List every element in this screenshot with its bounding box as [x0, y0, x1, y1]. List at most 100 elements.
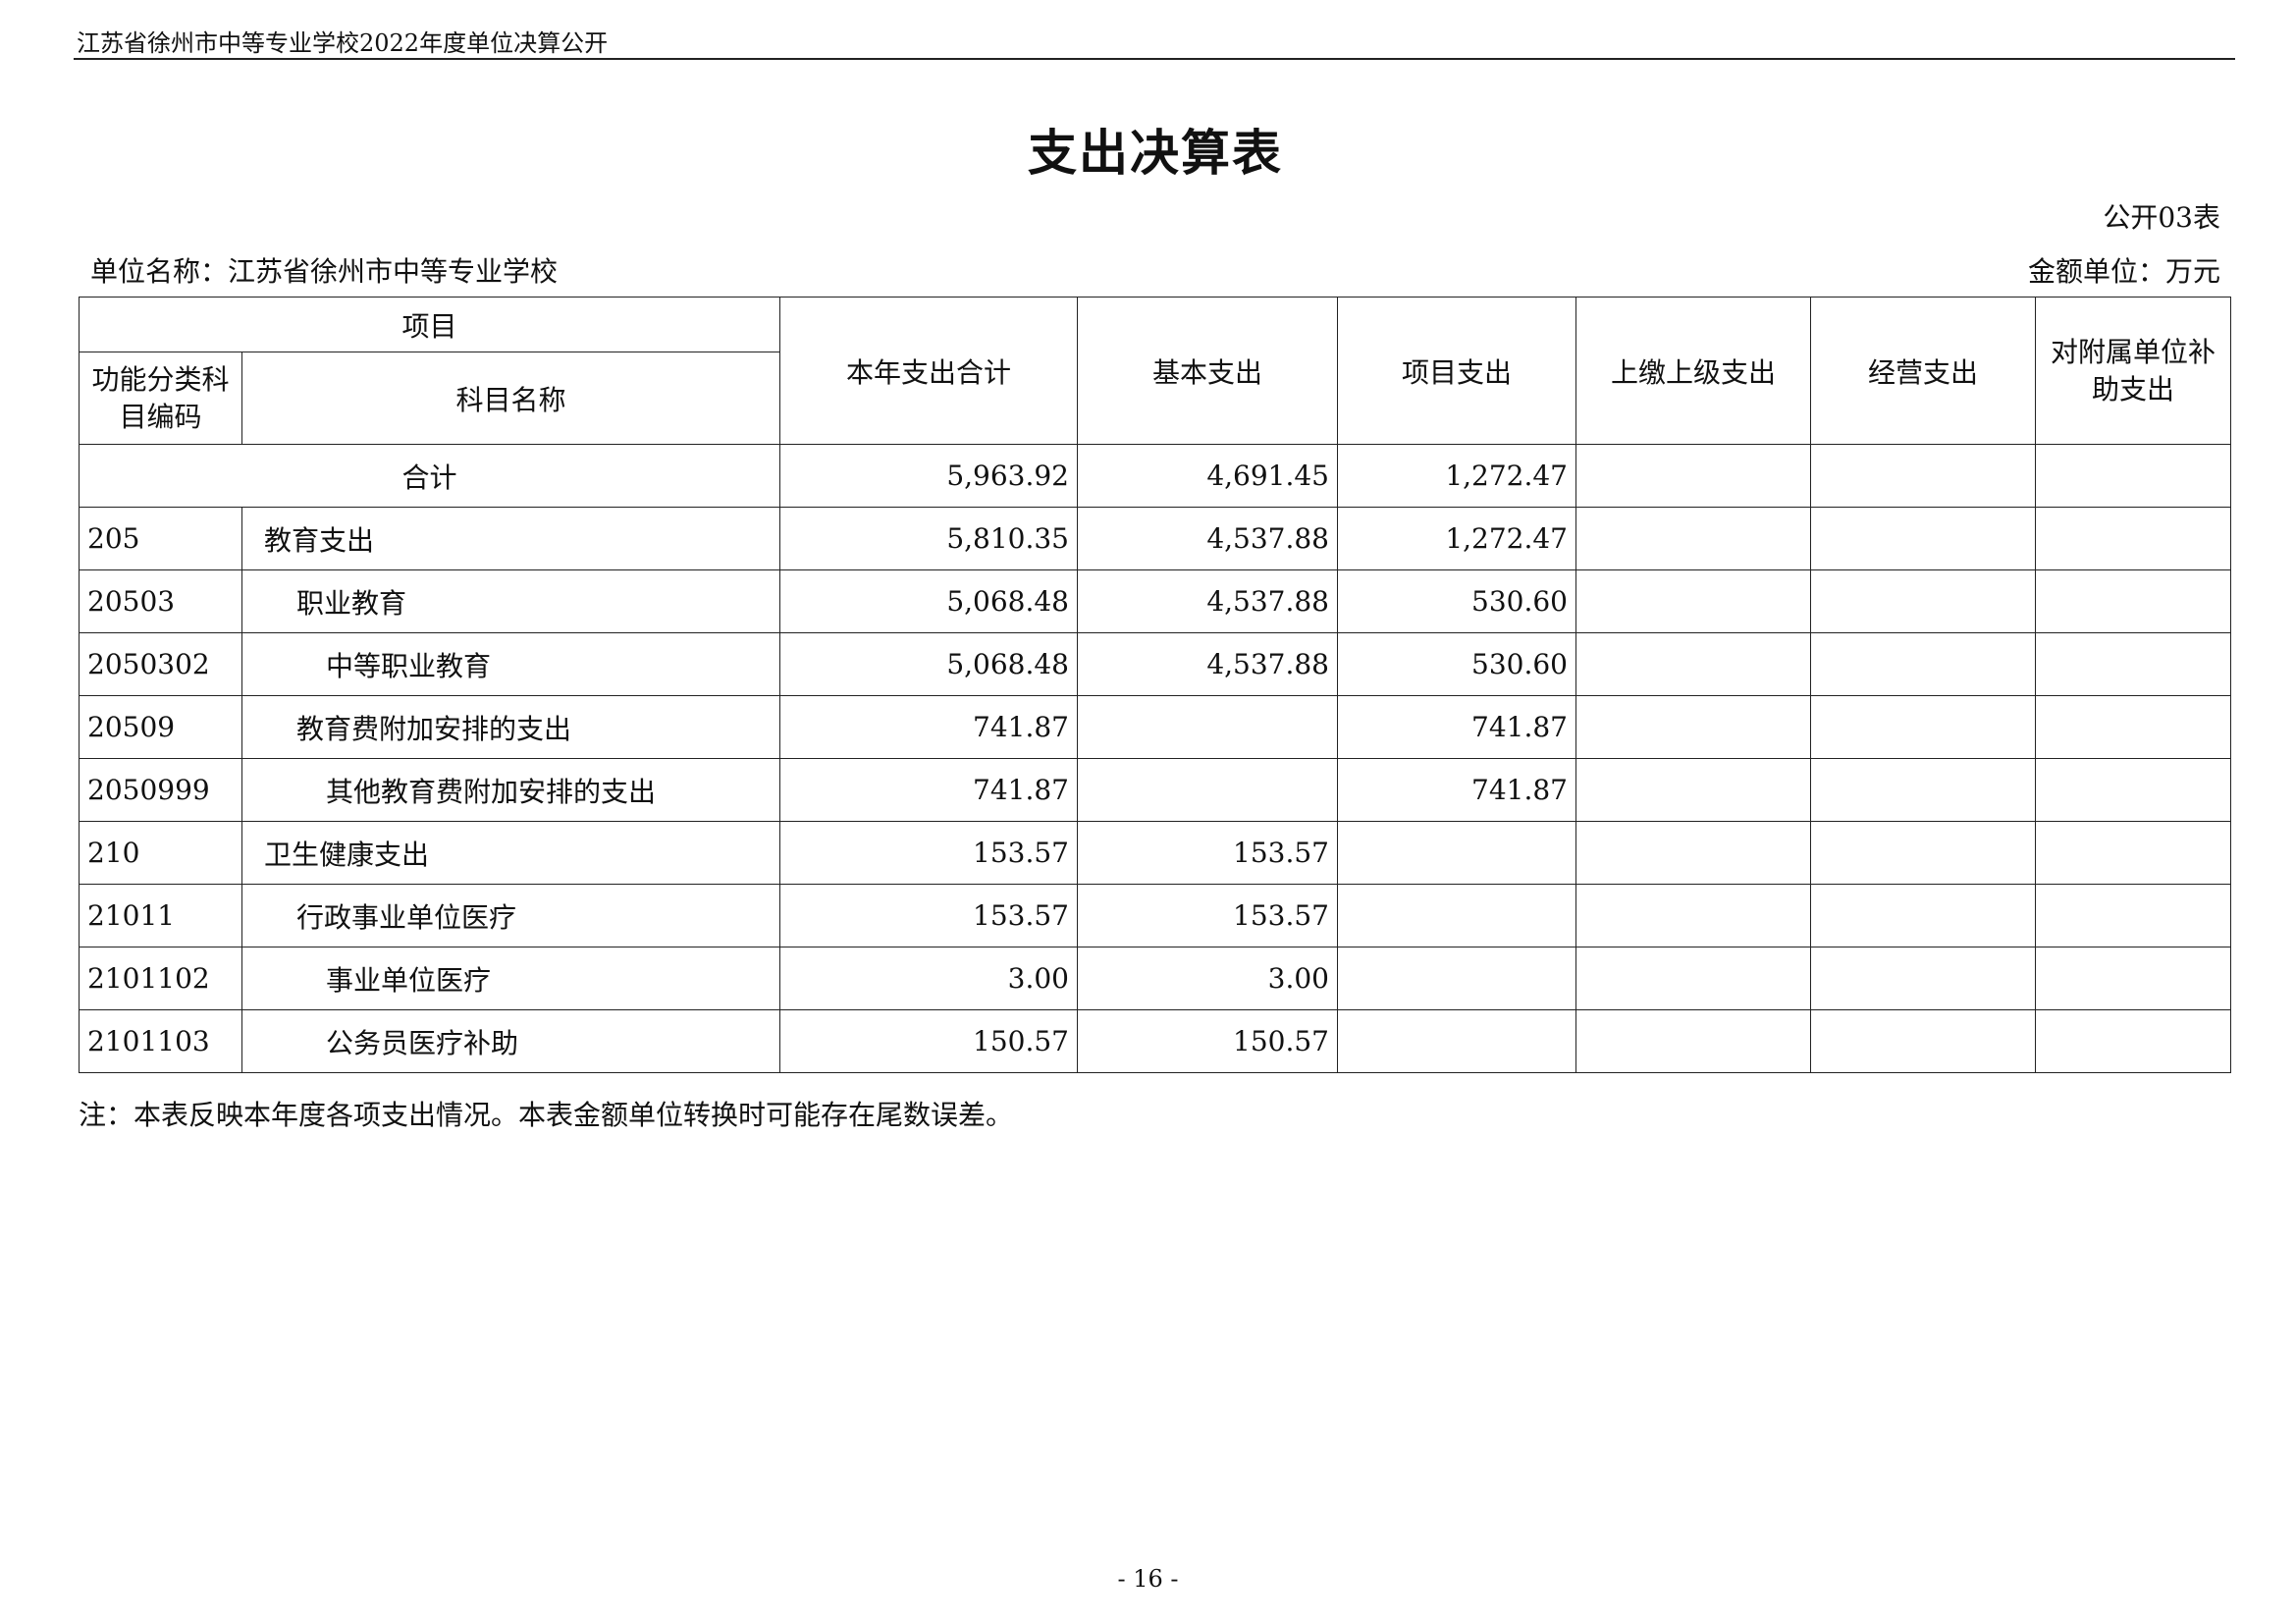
cell-code: 21011	[79, 884, 242, 947]
cell-project: 741.87	[1337, 758, 1576, 822]
cell-business	[1810, 758, 2036, 822]
cell-business	[1810, 569, 2036, 633]
table-row: 2101103 公务员医疗补助 150.57 150.57	[79, 1009, 2231, 1073]
running-header: 江苏省徐州市中等专业学校2022年度单位决算公开	[77, 29, 609, 57]
form-number: 公开03表	[2103, 201, 2220, 234]
cell-name: 事业单位医疗	[241, 947, 780, 1010]
cell-total: 5,963.92	[779, 444, 1078, 508]
cell-total: 5,068.48	[779, 569, 1078, 633]
cell-upper	[1575, 507, 1811, 570]
cell-basic: 4,537.88	[1077, 507, 1338, 570]
cell-name: 卫生健康支出	[241, 821, 780, 885]
cell-total: 3.00	[779, 947, 1078, 1010]
cell-upper	[1575, 947, 1811, 1010]
money-unit: 金额单位：万元	[2027, 255, 2220, 288]
header-total: 本年支出合计	[779, 297, 1078, 445]
cell-code: 210	[79, 821, 242, 885]
cell-code: 2101102	[79, 947, 242, 1010]
table-row: 20503 职业教育 5,068.48 4,537.88 530.60	[79, 569, 2231, 633]
cell-basic: 4,691.45	[1077, 444, 1338, 508]
header-name: 科目名称	[241, 352, 780, 445]
cell-project	[1337, 1009, 1576, 1073]
cell-subsidy	[2035, 632, 2231, 696]
table-note: 注：本表反映本年度各项支出情况。本表金额单位转换时可能存在尾数误差。	[79, 1099, 1014, 1131]
header-basic: 基本支出	[1077, 297, 1338, 445]
cell-business	[1810, 884, 2036, 947]
cell-name: 行政事业单位医疗	[241, 884, 780, 947]
header-divider	[74, 58, 2235, 60]
cell-code: 20503	[79, 569, 242, 633]
cell-name: 中等职业教育	[241, 632, 780, 696]
table-row: 2050999 其他教育费附加安排的支出 741.87 741.87	[79, 758, 2231, 822]
cell-business	[1810, 507, 2036, 570]
table-row: 2050302 中等职业教育 5,068.48 4,537.88 530.60	[79, 632, 2231, 696]
cell-subsidy	[2035, 947, 2231, 1010]
page-number: - 16 -	[1117, 1565, 1179, 1593]
cell-code: 205	[79, 507, 242, 570]
header-item: 项目	[79, 297, 780, 352]
cell-code: 2101103	[79, 1009, 242, 1073]
cell-project	[1337, 884, 1576, 947]
cell-total: 5,068.48	[779, 632, 1078, 696]
header-upper: 上缴上级支出	[1575, 297, 1811, 445]
cell-basic	[1077, 758, 1338, 822]
cell-subsidy	[2035, 884, 2231, 947]
cell-subsidy	[2035, 695, 2231, 759]
cell-total: 741.87	[779, 695, 1078, 759]
cell-basic: 150.57	[1077, 1009, 1338, 1073]
cell-project: 1,272.47	[1337, 507, 1576, 570]
expenditure-table: 项目 本年支出合计 基本支出 项目支出 上缴上级支出 经营支出 对附属单位补助支…	[79, 297, 2231, 1073]
cell-project: 741.87	[1337, 695, 1576, 759]
cell-project: 530.60	[1337, 632, 1576, 696]
cell-basic: 4,537.88	[1077, 569, 1338, 633]
cell-upper	[1575, 758, 1811, 822]
cell-basic	[1077, 695, 1338, 759]
cell-total: 741.87	[779, 758, 1078, 822]
cell-upper	[1575, 444, 1811, 508]
cell-business	[1810, 947, 2036, 1010]
cell-total: 150.57	[779, 1009, 1078, 1073]
cell-total: 153.57	[779, 884, 1078, 947]
table-row: 210 卫生健康支出 153.57 153.57	[79, 821, 2231, 885]
table-row: 2101102 事业单位医疗 3.00 3.00	[79, 947, 2231, 1010]
cell-name: 教育支出	[241, 507, 780, 570]
cell-subsidy	[2035, 758, 2231, 822]
table-row: 21011 行政事业单位医疗 153.57 153.57	[79, 884, 2231, 947]
cell-business	[1810, 632, 2036, 696]
cell-basic: 153.57	[1077, 821, 1338, 885]
cell-business	[1810, 821, 2036, 885]
cell-project	[1337, 821, 1576, 885]
header-code: 功能分类科目编码	[79, 352, 242, 445]
cell-upper	[1575, 632, 1811, 696]
cell-subsidy	[2035, 507, 2231, 570]
cell-code: 2050302	[79, 632, 242, 696]
page-title: 支出决算表	[1028, 124, 1283, 182]
cell-upper	[1575, 1009, 1811, 1073]
cell-subsidy	[2035, 1009, 2231, 1073]
total-label: 合计	[79, 444, 780, 508]
cell-basic: 153.57	[1077, 884, 1338, 947]
cell-upper	[1575, 821, 1811, 885]
cell-code: 20509	[79, 695, 242, 759]
cell-total: 153.57	[779, 821, 1078, 885]
cell-project	[1337, 947, 1576, 1010]
cell-subsidy	[2035, 821, 2231, 885]
header-business: 经营支出	[1810, 297, 2036, 445]
cell-business	[1810, 1009, 2036, 1073]
header-subsidy: 对附属单位补助支出	[2035, 297, 2231, 445]
cell-total: 5,810.35	[779, 507, 1078, 570]
cell-basic: 3.00	[1077, 947, 1338, 1010]
header-project: 项目支出	[1337, 297, 1576, 445]
total-row: 合计 5,963.92 4,691.45 1,272.47	[79, 444, 2231, 508]
cell-project: 530.60	[1337, 569, 1576, 633]
cell-business	[1810, 444, 2036, 508]
table-row: 20509 教育费附加安排的支出 741.87 741.87	[79, 695, 2231, 759]
cell-basic: 4,537.88	[1077, 632, 1338, 696]
cell-subsidy	[2035, 444, 2231, 508]
cell-name: 公务员医疗补助	[241, 1009, 780, 1073]
cell-upper	[1575, 884, 1811, 947]
cell-name: 教育费附加安排的支出	[241, 695, 780, 759]
cell-upper	[1575, 695, 1811, 759]
cell-upper	[1575, 569, 1811, 633]
cell-subsidy	[2035, 569, 2231, 633]
